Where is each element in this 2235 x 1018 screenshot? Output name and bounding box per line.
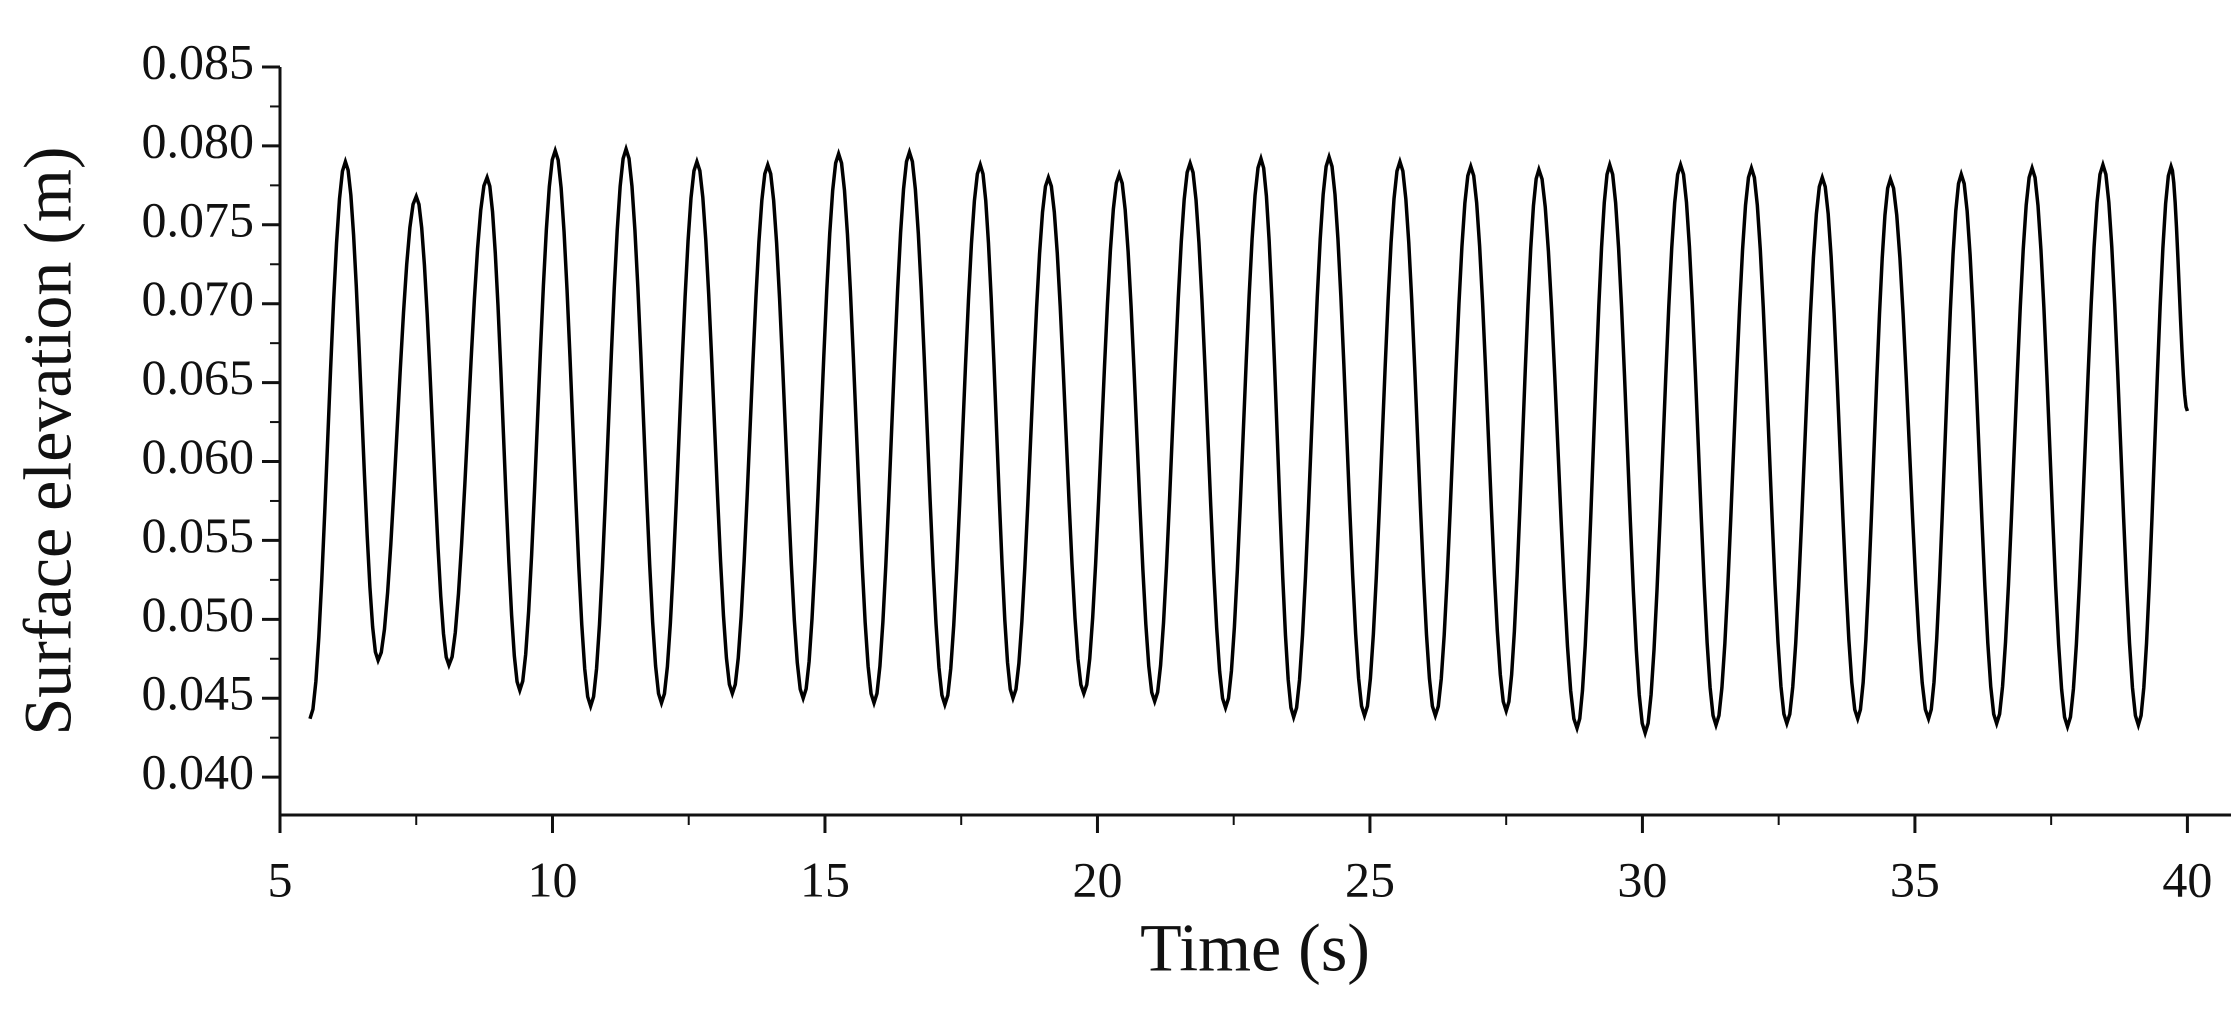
x-axis-title: Time (s): [1140, 910, 1370, 986]
x-tick-label: 40: [2162, 851, 2212, 907]
y-tick-label: 0.070: [142, 270, 255, 326]
y-tick-label: 0.045: [142, 665, 255, 721]
x-tick-label: 35: [1890, 851, 1940, 907]
y-tick-label: 0.040: [142, 744, 255, 800]
y-tick-label: 0.065: [142, 349, 255, 405]
x-tick-label: 5: [268, 851, 293, 907]
x-tick-label: 30: [1617, 851, 1667, 907]
y-tick-label: 0.060: [142, 428, 255, 484]
y-tick-label: 0.080: [142, 112, 255, 168]
x-tick-label: 20: [1072, 851, 1122, 907]
y-tick-label: 0.055: [142, 507, 255, 563]
x-tick-label: 25: [1345, 851, 1395, 907]
x-tick-label: 15: [800, 851, 850, 907]
y-tick-label: 0.075: [142, 191, 255, 247]
line-series: [308, 143, 2190, 739]
y-axis-title: Surface elevation (m): [10, 146, 86, 735]
y-tick-label: 0.050: [142, 586, 255, 642]
y-tick-label: 0.085: [142, 33, 255, 89]
x-tick-label: 10: [527, 851, 577, 907]
